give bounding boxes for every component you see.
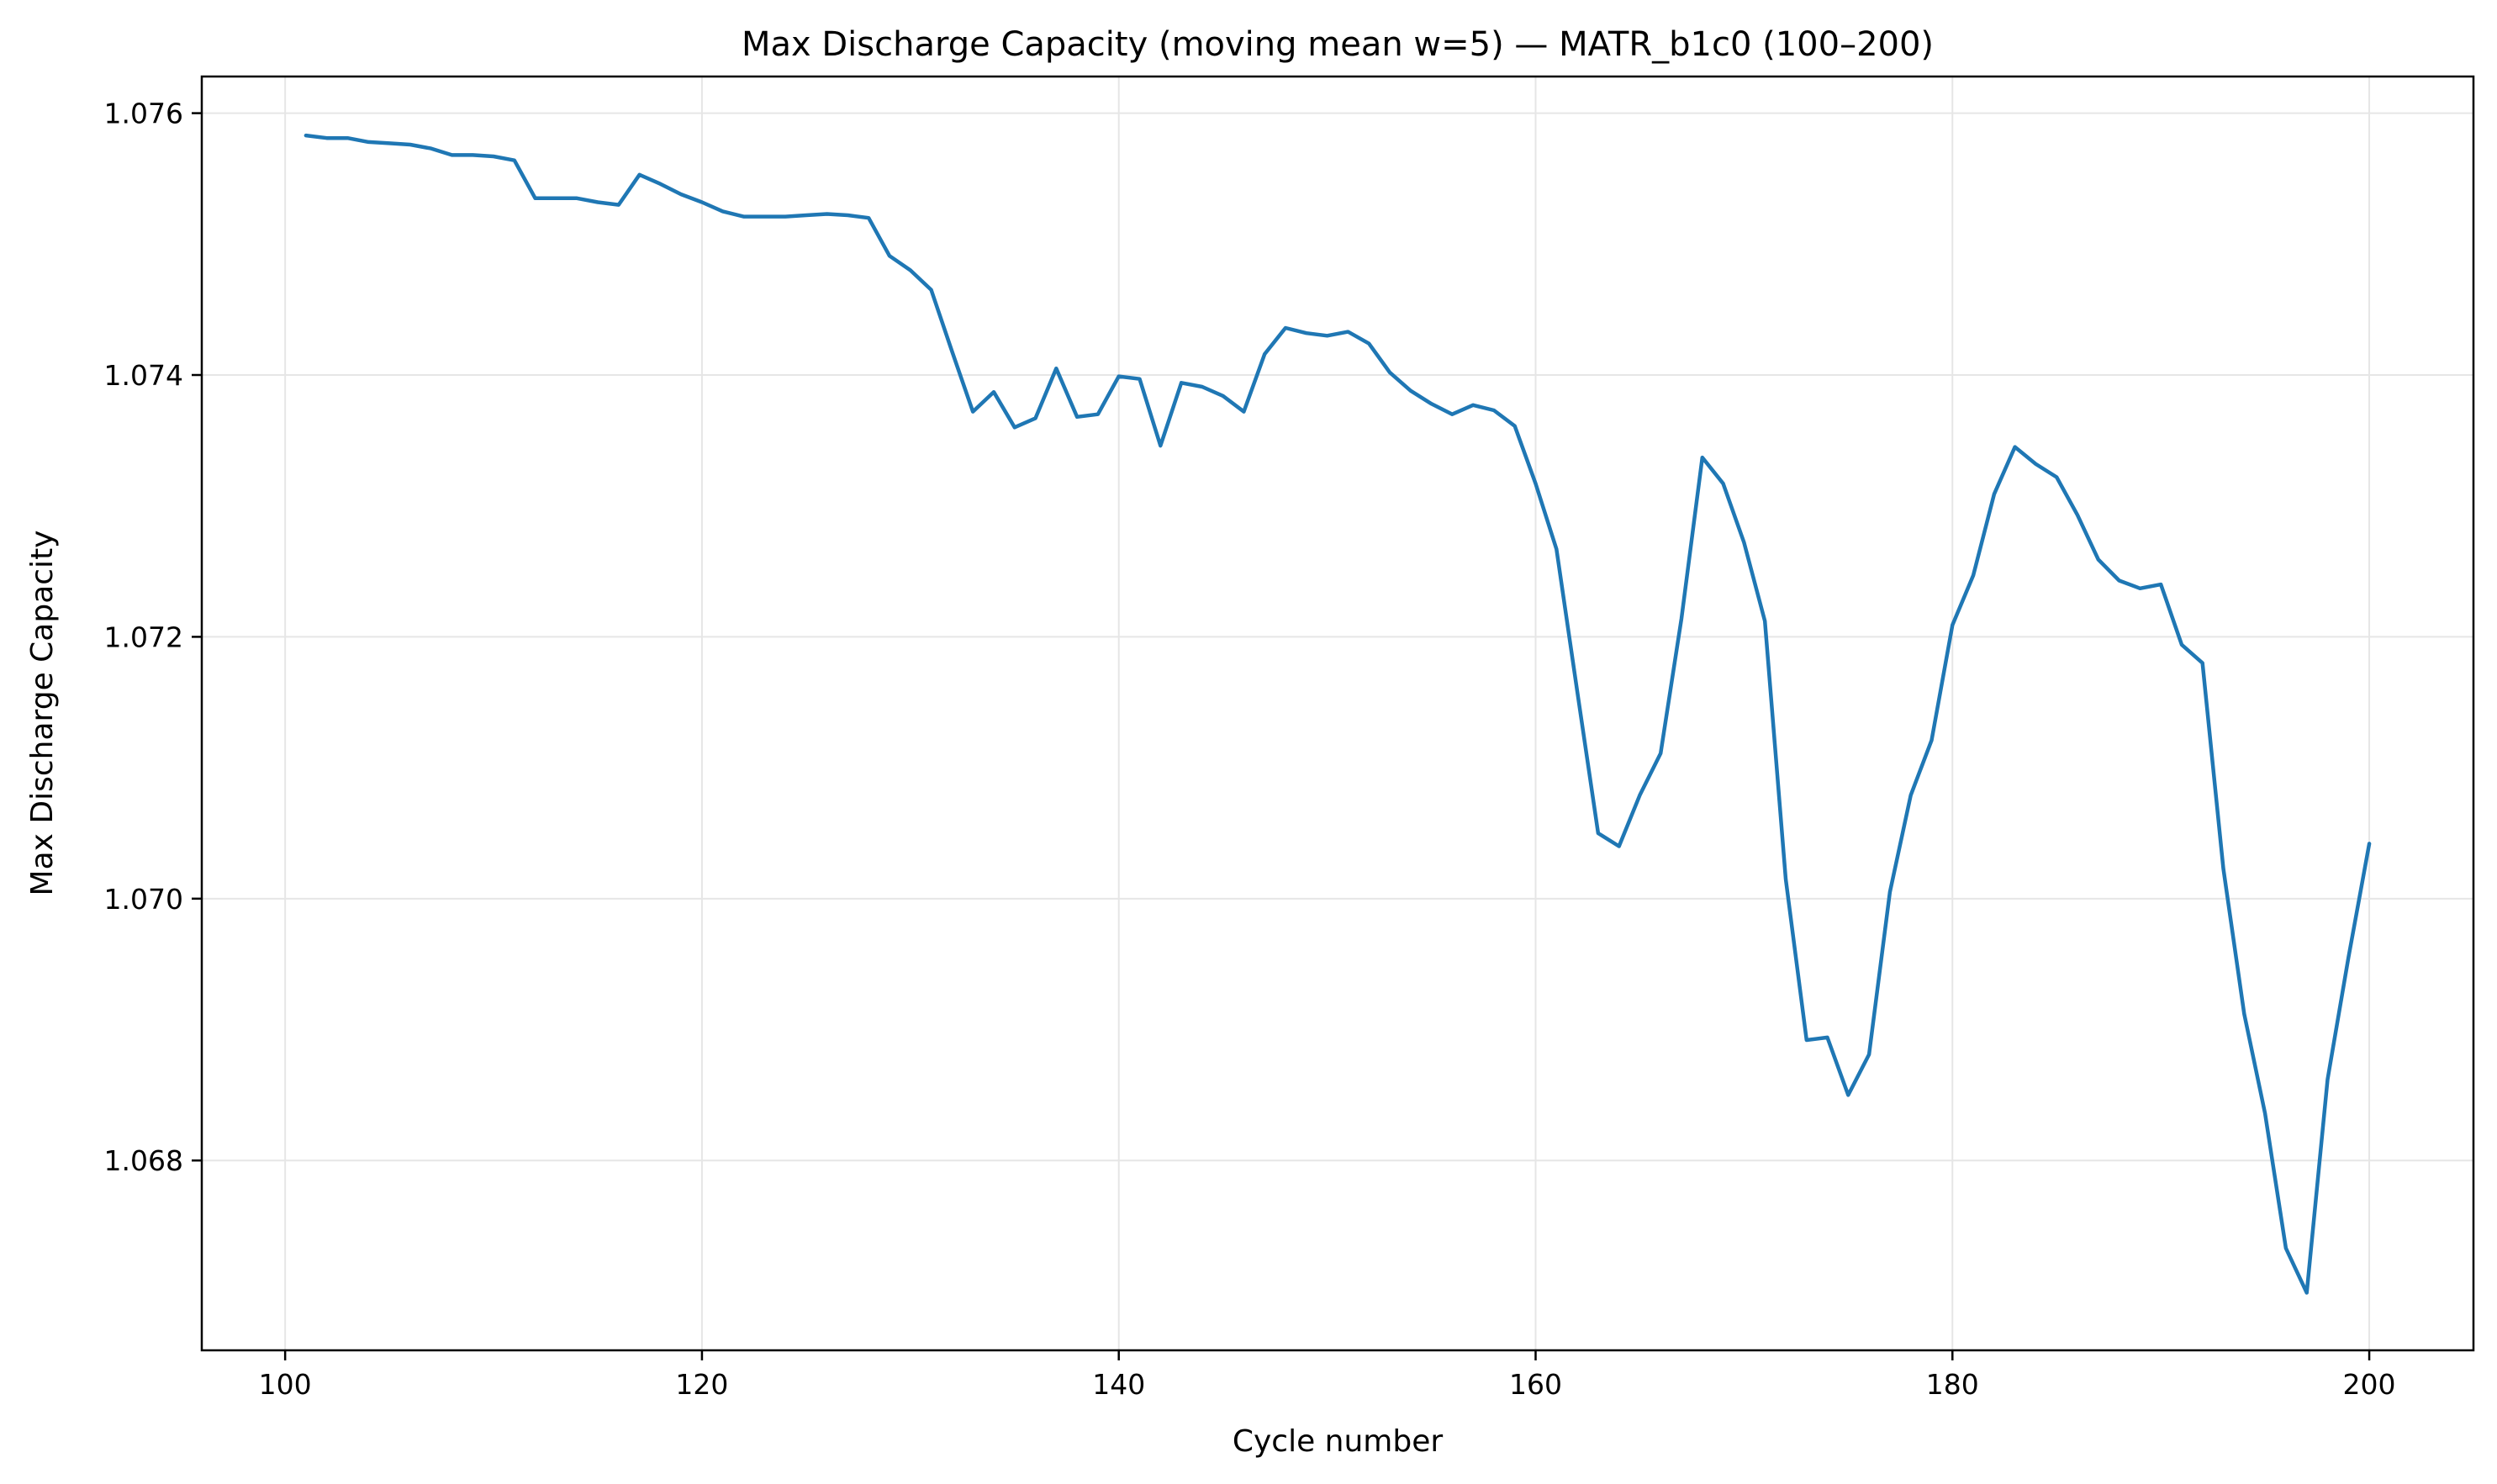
y-axis-ticks: 1.068 1.070 1.072 1.074 1.076 xyxy=(104,98,202,1177)
x-tick-label: 140 xyxy=(1092,1368,1145,1401)
y-tick-label: 1.076 xyxy=(104,98,183,130)
y-tick-label: 1.072 xyxy=(104,621,183,653)
series-line-0 xyxy=(304,133,2372,1295)
grid-lines xyxy=(202,77,2473,1350)
x-tick-label: 100 xyxy=(259,1368,312,1401)
y-tick-label: 1.068 xyxy=(104,1144,183,1177)
x-tick-label: 160 xyxy=(1509,1368,1562,1401)
x-tick-label: 120 xyxy=(675,1368,728,1401)
x-tick-label: 180 xyxy=(1926,1368,1979,1401)
y-tick-label: 1.074 xyxy=(104,359,183,392)
chart-title: Max Discharge Capacity (moving mean w=5)… xyxy=(742,25,1934,64)
plot-frame xyxy=(200,75,2475,1352)
x-axis-label: Cycle number xyxy=(1233,1424,1444,1459)
x-tick-label: 200 xyxy=(2343,1368,2396,1401)
y-tick-label: 1.070 xyxy=(104,883,183,916)
y-axis-label: Max Discharge Capacity xyxy=(25,531,60,896)
series-layer xyxy=(304,133,2372,1295)
x-axis-ticks: 100 120 140 160 180 200 xyxy=(259,1350,2396,1401)
